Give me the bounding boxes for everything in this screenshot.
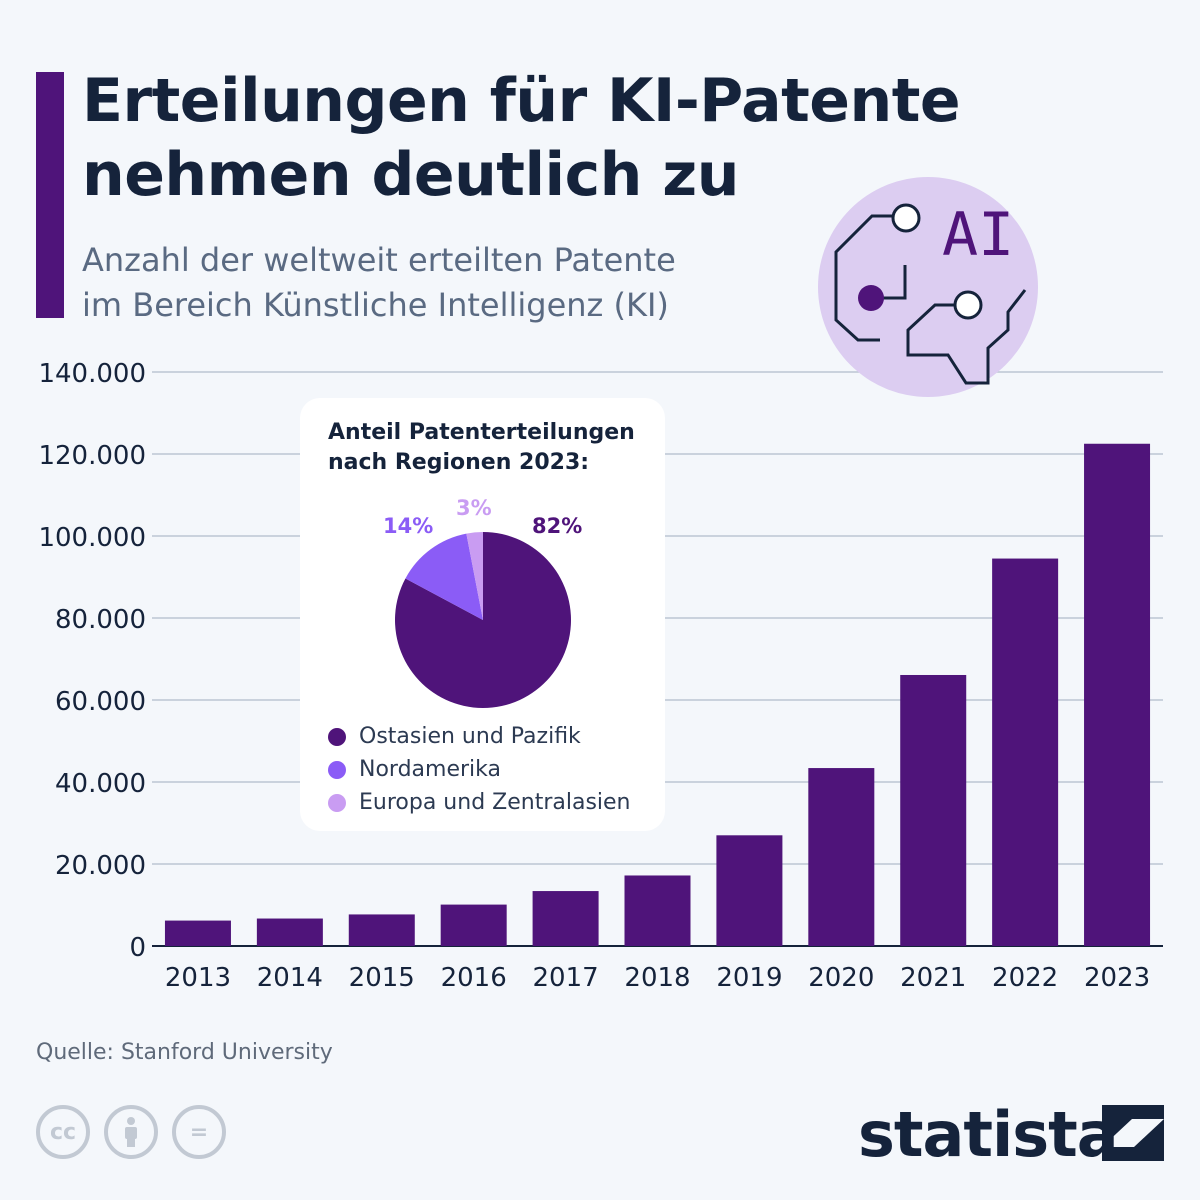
x-tick-label-2013: 2013 xyxy=(165,963,231,993)
title-accent-bar xyxy=(36,72,64,318)
y-tick-label: 140.000 xyxy=(38,359,146,389)
bar-2016 xyxy=(440,904,507,946)
pie-title-line-2: nach Regionen 2023: xyxy=(328,450,590,475)
pie-legend: Ostasien und Pazifik Nordamerika Europa … xyxy=(328,720,631,819)
bar-2017 xyxy=(532,891,599,946)
x-tick-label-2020: 2020 xyxy=(808,963,874,993)
legend-item-nordamerika: Nordamerika xyxy=(328,753,631,786)
x-tick-label-2019: 2019 xyxy=(716,963,782,993)
y-tick-label: 120.000 xyxy=(38,441,146,471)
title-line-2: nehmen deutlich zu xyxy=(82,140,739,210)
bar-2015 xyxy=(348,914,415,946)
y-tick-label: 60.000 xyxy=(55,687,146,717)
pie-label-europa: 3% xyxy=(456,496,492,520)
page-subtitle: Anzahl der weltweit erteilten Patente im… xyxy=(82,238,842,328)
bar-2014 xyxy=(256,918,323,946)
legend-label: Nordamerika xyxy=(359,757,501,782)
page-title: Erteilungen für KI-Patente nehmen deutli… xyxy=(82,64,982,212)
ai-circuit-icon: AI xyxy=(818,177,1038,397)
statista-logo-text[interactable]: statista xyxy=(858,1098,1119,1171)
bar-2013 xyxy=(164,920,231,946)
legend-label: Ostasien und Pazifik xyxy=(359,724,581,749)
x-tick-label-2021: 2021 xyxy=(900,963,966,993)
y-tick-label: 0 xyxy=(129,933,146,963)
x-tick-label-2017: 2017 xyxy=(533,963,599,993)
pie-slice-3 xyxy=(466,532,483,620)
legend-item-europa: Europa und Zentralasien xyxy=(328,786,631,819)
subtitle-line-1: Anzahl der weltweit erteilten Patente xyxy=(82,241,676,279)
pie-chart xyxy=(395,532,571,708)
bar-2018 xyxy=(624,875,691,946)
legend-dot-icon xyxy=(328,727,346,746)
legend-dot-icon xyxy=(328,793,346,812)
title-line-1: Erteilungen für KI-Patente xyxy=(82,66,961,136)
x-tick-label-2016: 2016 xyxy=(441,963,507,993)
x-tick-label-2015: 2015 xyxy=(349,963,415,993)
subtitle-line-2: im Bereich Künstliche Intelligenz (KI) xyxy=(82,286,669,324)
x-tick-label-2018: 2018 xyxy=(624,963,690,993)
bar-2021 xyxy=(900,674,967,946)
pie-title: Anteil Patenterteilungen nach Regionen 2… xyxy=(328,418,648,478)
pie-title-line-1: Anteil Patenterteilungen xyxy=(328,420,635,445)
cc-icon[interactable]: cc xyxy=(36,1105,90,1159)
bar-2022 xyxy=(992,558,1059,946)
y-tick-label: 100.000 xyxy=(38,523,146,553)
pie-inset-card: Anteil Patenterteilungen nach Regionen 2… xyxy=(300,398,665,831)
statista-logo-icon[interactable] xyxy=(1102,1105,1164,1161)
no-derivatives-icon[interactable]: = xyxy=(172,1105,226,1159)
source-note: Quelle: Stanford University xyxy=(36,1040,333,1065)
attribution-icon[interactable] xyxy=(104,1105,158,1159)
x-tick-label-2014: 2014 xyxy=(257,963,323,993)
bar-2023 xyxy=(1084,443,1151,946)
license-icons: cc = xyxy=(36,1105,226,1159)
y-tick-label: 40.000 xyxy=(55,769,146,799)
legend-label: Europa und Zentralasien xyxy=(359,790,631,815)
legend-dot-icon xyxy=(328,760,346,779)
y-tick-label: 80.000 xyxy=(55,605,146,635)
bar-2020 xyxy=(808,768,875,946)
pie-label-nordamerika: 14% xyxy=(383,514,434,538)
y-tick-label: 20.000 xyxy=(55,851,146,881)
ai-label: AI xyxy=(942,200,1014,270)
x-tick-label-2022: 2022 xyxy=(992,963,1058,993)
pie-slice-2 xyxy=(405,533,483,620)
bar-2019 xyxy=(716,835,783,946)
x-tick-label-2023: 2023 xyxy=(1084,963,1150,993)
pie-label-ostasien: 82% xyxy=(532,514,583,538)
legend-item-ostasien: Ostasien und Pazifik xyxy=(328,720,631,753)
